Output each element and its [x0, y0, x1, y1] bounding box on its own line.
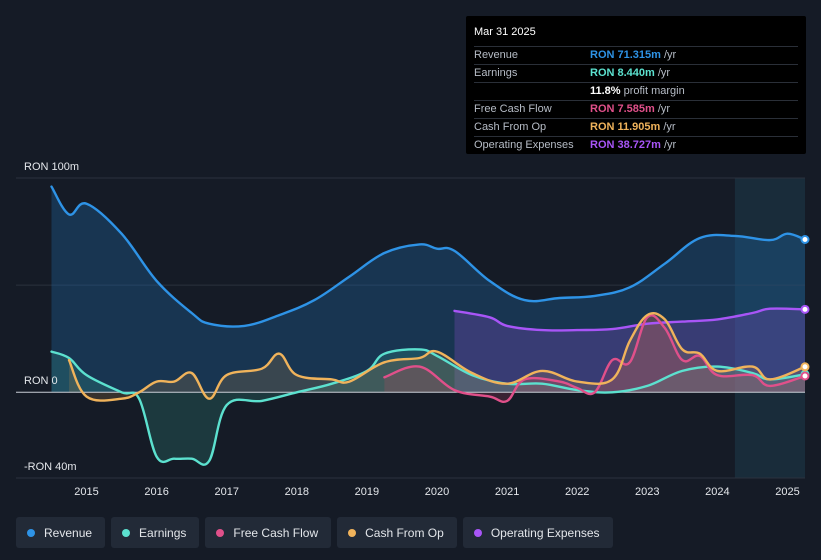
legend-item-cash-from-op[interactable]: Cash From Op [337, 517, 457, 548]
area-free-cash-flow [384, 315, 805, 402]
legend-label: Cash From Op [365, 525, 444, 540]
x-tick-label: 2022 [565, 486, 589, 498]
tooltip-row-unit: /yr [657, 103, 671, 115]
tooltip-row: Earnings RON 8.440m/yr [474, 64, 798, 82]
tooltip-date: Mar 31 2025 [474, 26, 536, 38]
legend-label: Earnings [139, 525, 187, 540]
series-lines [50, 185, 807, 466]
tooltip-row-label: Cash From Op [474, 121, 547, 133]
y-axis-label-top: RON 100m [24, 161, 79, 173]
legend-item-revenue[interactable]: Revenue [16, 517, 106, 548]
tooltip-row-unit: /yr [663, 49, 677, 61]
tooltip-row-value: RON 11.905m [590, 121, 661, 133]
tooltip-row: 11.8% profit margin [474, 82, 798, 100]
legend-label: Revenue [44, 525, 93, 540]
x-tick-label: 2020 [425, 486, 449, 498]
gridlines [16, 177, 805, 479]
forecast-highlight-band [734, 178, 805, 478]
line-revenue [50, 185, 807, 328]
legend-dot-icon [473, 528, 482, 537]
tooltip-row-unit: /yr [663, 121, 676, 133]
tooltip-row: Operating Expenses RON 38.727m/yr [474, 136, 798, 154]
line-earnings [50, 348, 807, 466]
tooltip-row-unit: /yr [663, 139, 677, 151]
tooltip-row-label: Operating Expenses [474, 139, 574, 151]
tooltip-row: Cash From Op RON 11.905m/yr [474, 118, 798, 136]
y-axis-label-zero: RON 0 [24, 375, 58, 387]
tooltip-row-value: RON 8.440m [590, 67, 655, 79]
series-endpoints [800, 235, 810, 381]
tooltip-row-value: RON 71.315m [590, 49, 661, 61]
chart-legend: Revenue Earnings Free Cash Flow Cash From O… [16, 517, 613, 548]
tooltip-row-label: Free Cash Flow [474, 103, 552, 115]
tooltip-row-label: Revenue [474, 49, 519, 61]
line-operating-expenses [453, 307, 807, 332]
tooltip-row: Free Cash Flow RON 7.585m/yr [474, 100, 798, 118]
legend-dot-icon [348, 528, 357, 537]
data-tooltip: Mar 31 2025 Revenue RON 71.315m/yr Earning… [466, 16, 806, 154]
tooltip-rows: Revenue RON 71.315m/yr Earnings RON 8.440m /… [474, 46, 798, 154]
x-tick-label: 2023 [635, 486, 659, 498]
series-areas [51, 186, 805, 465]
line-free-cash-flow [383, 314, 807, 403]
tooltip-row-value: RON 7.585m [590, 103, 655, 115]
x-tick-label: 2016 [144, 486, 168, 498]
x-tick-label: 2019 [355, 486, 379, 498]
x-tick-label: 2015 [74, 486, 98, 498]
legend-item-operating-expenses[interactable]: Operating Expenses [462, 517, 613, 548]
tooltip-row-label: Earnings [474, 67, 518, 79]
x-tick-label: 2024 [705, 486, 729, 498]
area-revenue [51, 186, 805, 393]
tooltip-row-value: 11.8% [590, 85, 621, 97]
x-tick-label: 2017 [214, 486, 238, 498]
endpoint-cash-from-op [800, 362, 810, 372]
x-tick-label: 2021 [495, 486, 519, 498]
legend-item-free-cash-flow[interactable]: Free Cash Flow [205, 517, 332, 548]
area-earnings [51, 349, 805, 465]
endpoint-revenue [800, 235, 810, 244]
legend-item-earnings[interactable]: Earnings [111, 517, 200, 548]
tooltip-row-unit: profit margin [623, 85, 685, 97]
line-cash-from-op [67, 311, 807, 402]
tooltip-row-label [474, 83, 590, 100]
tooltip-row-value: RON 38.727m [590, 139, 661, 151]
legend-label: Free Cash Flow [233, 525, 319, 540]
legend-dot-icon [216, 528, 225, 537]
y-axis-label-bottom: -RON 40m [24, 461, 77, 473]
legend-dot-icon [122, 528, 131, 537]
x-tick-label: 2025 [775, 486, 799, 498]
tooltip-row: Revenue RON 71.315m/yr [474, 46, 798, 64]
x-tick-label: 2018 [285, 486, 309, 498]
tooltip-row-unit: /yr [657, 67, 671, 79]
legend-label: Operating Expenses [490, 525, 600, 540]
legend-dot-icon [27, 528, 35, 537]
endpoint-operating-expenses [800, 304, 810, 314]
x-axis-ticks: 2015 2016 2017 2018 2019 2020 2021 2022 2023 2024… [74, 486, 799, 498]
endpoint-free-cash-flow [800, 371, 810, 381]
